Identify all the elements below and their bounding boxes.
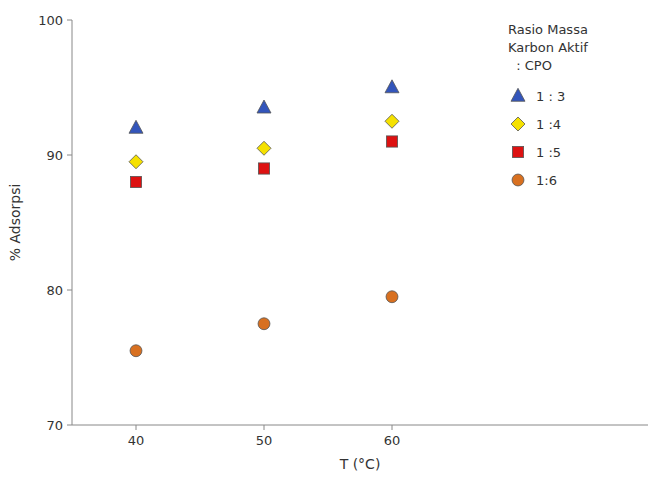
legend-title: Rasio Massa <box>508 22 588 37</box>
y-axis-label: % Adsorpsi <box>7 184 23 262</box>
x-tick <box>392 425 393 430</box>
x-axis-line <box>72 425 648 426</box>
legend-marker <box>512 174 524 186</box>
series <box>129 80 399 133</box>
x-tick <box>264 425 265 430</box>
legend-label: 1:6 <box>536 173 557 188</box>
y-tick-label: 80 <box>46 283 63 298</box>
legend-title: : CPO <box>508 58 552 73</box>
point <box>385 114 399 128</box>
point <box>257 141 271 155</box>
x-tick-label: 40 <box>128 433 145 448</box>
y-tick-label: 70 <box>46 418 63 433</box>
x-tick-label: 50 <box>256 433 273 448</box>
point <box>129 120 143 133</box>
point <box>258 163 269 174</box>
y-tick <box>67 425 72 426</box>
series <box>129 114 399 169</box>
legend-label: 1 :4 <box>536 117 561 132</box>
point <box>386 136 397 147</box>
point <box>385 80 399 93</box>
plot-area <box>129 80 399 357</box>
chart-container: 40 50 60 70 80 90 100 T (°C) % Adsorpsi Rasio Mas… <box>0 0 668 483</box>
legend-marker <box>512 146 523 157</box>
legend-title: Karbon Aktif <box>508 40 588 55</box>
legend-marker <box>511 88 525 101</box>
legend-label: 1 :5 <box>536 145 561 160</box>
y-tick <box>67 155 72 156</box>
series <box>130 136 397 188</box>
y-tick-label: 90 <box>46 148 63 163</box>
point <box>386 291 398 303</box>
y-axis-line <box>72 20 73 425</box>
point <box>129 155 143 169</box>
y-tick-label: 100 <box>38 13 63 28</box>
x-tick <box>136 425 137 430</box>
point <box>130 176 141 187</box>
chart: 40 50 60 70 80 90 100 T (°C) % Adsorpsi Rasio Mas… <box>0 0 668 483</box>
legend-marker <box>511 117 525 131</box>
y-tick <box>67 20 72 21</box>
x-tick-label: 60 <box>384 433 401 448</box>
point <box>130 345 142 357</box>
x-axis-label: T (°C) <box>339 456 381 472</box>
y-tick <box>67 290 72 291</box>
legend: Rasio Massa Karbon Aktif : CPO 1 : 3 1 :4 1 … <box>508 22 588 188</box>
series <box>130 291 398 357</box>
legend-label: 1 : 3 <box>536 89 565 104</box>
point <box>257 100 271 113</box>
point <box>258 318 270 330</box>
